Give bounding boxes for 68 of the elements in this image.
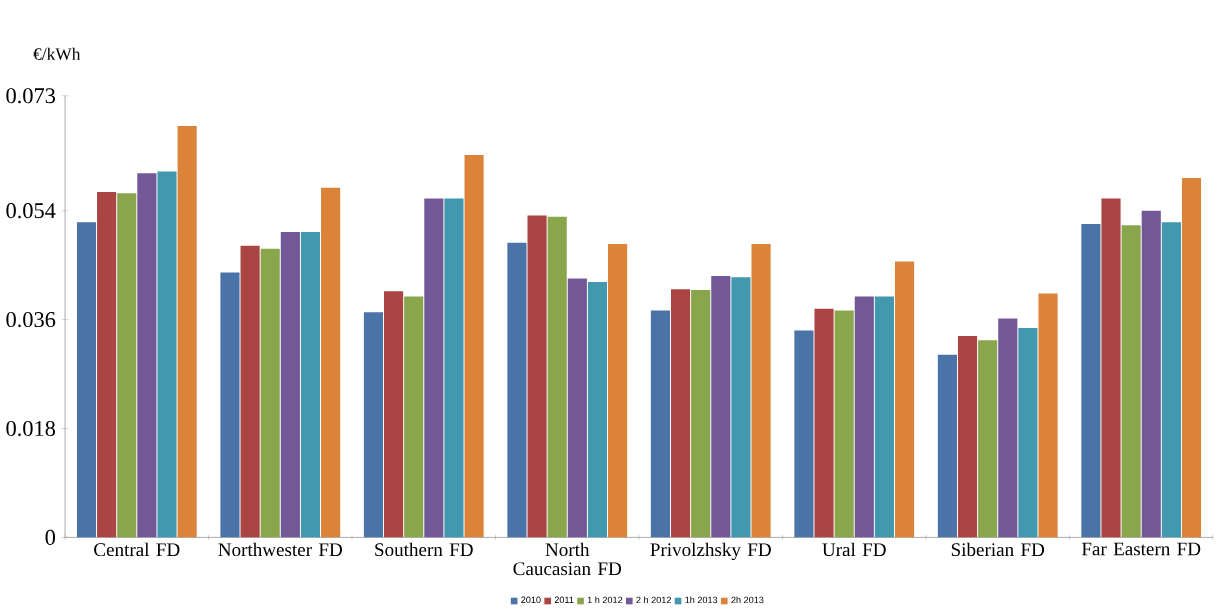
bar	[874, 296, 894, 538]
bar	[464, 154, 484, 538]
bar	[280, 231, 300, 538]
bar	[1181, 177, 1202, 538]
y-tick-label: 0	[45, 529, 56, 545]
bar	[608, 243, 628, 538]
bar	[978, 340, 998, 538]
bar	[1101, 198, 1121, 538]
bar	[384, 291, 404, 538]
bar	[1038, 293, 1058, 538]
bar	[157, 171, 177, 538]
bar	[751, 243, 771, 538]
bar	[424, 198, 444, 538]
x-tick-label: Far Eastern FD	[1081, 542, 1201, 556]
bar	[97, 191, 117, 538]
bar	[404, 296, 424, 538]
y-tick-label: 0.054	[6, 202, 56, 219]
bar	[117, 193, 137, 538]
legend-label: 2 h 2012	[636, 596, 671, 604]
bar	[691, 289, 711, 538]
x-tick-label: Central FD	[94, 542, 180, 557]
legend-label: 2h 2013	[731, 596, 764, 604]
y-tick-label: 0.073	[6, 88, 56, 104]
bar	[567, 278, 587, 538]
bar	[363, 312, 384, 538]
bar	[177, 125, 197, 538]
bar	[998, 318, 1018, 538]
bar	[137, 173, 157, 538]
bar	[1161, 222, 1181, 538]
bar	[1018, 327, 1038, 538]
bar	[321, 187, 341, 538]
bar	[794, 330, 814, 538]
bar	[587, 282, 608, 538]
bar	[854, 296, 874, 538]
bar	[894, 261, 915, 538]
x-tick-label: North Caucasian FD	[513, 542, 622, 576]
bar	[444, 198, 464, 538]
bar	[220, 272, 240, 538]
bar	[957, 335, 978, 538]
legend-label: 2011	[554, 596, 574, 603]
bar	[76, 222, 97, 538]
x-tick-label: Ural FD	[822, 542, 886, 557]
bar	[670, 289, 691, 538]
bar	[814, 308, 834, 538]
bar	[937, 354, 957, 538]
bar	[240, 245, 260, 538]
legend-label: 1h 2013	[685, 596, 718, 604]
legend-label: 1 h 2012	[587, 596, 623, 604]
bar	[650, 310, 670, 538]
y-axis-title: €/kWh	[33, 47, 81, 60]
bar	[834, 310, 854, 538]
legend-label: 2010	[521, 596, 541, 603]
x-tick-label: Privolzhsky FD	[650, 542, 771, 560]
bar	[1141, 210, 1161, 538]
y-tick-label: 0.036	[6, 311, 56, 328]
y-tick-label: 0.018	[6, 420, 56, 436]
bar	[1121, 225, 1141, 538]
bar	[547, 216, 567, 538]
bar	[300, 231, 321, 538]
bar	[260, 248, 280, 538]
bar	[507, 242, 527, 538]
x-tick-label: Siberian FD	[951, 542, 1045, 557]
bar	[711, 275, 731, 538]
x-tick-label: Southern FD	[375, 542, 473, 557]
bar	[1081, 223, 1101, 538]
bar	[527, 215, 547, 538]
x-tick-label: Northwester FD	[218, 542, 342, 557]
bar	[731, 277, 751, 538]
